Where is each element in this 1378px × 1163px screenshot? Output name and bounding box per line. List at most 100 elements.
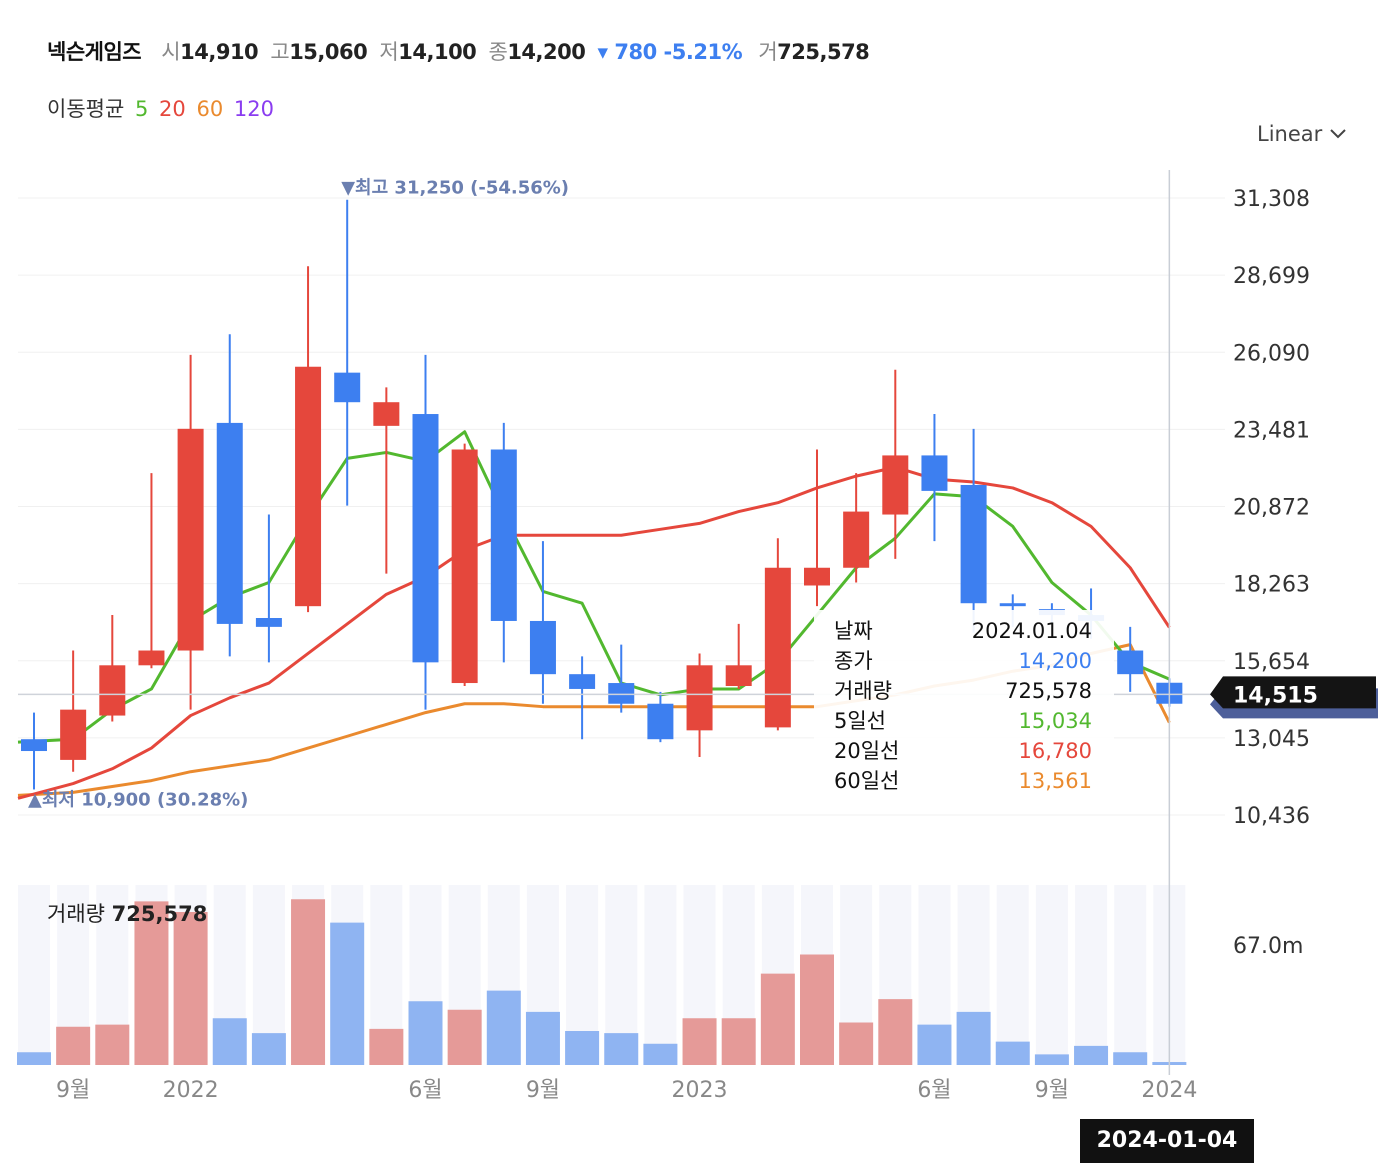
high-value: 15,060 (289, 40, 368, 64)
volume-bar (565, 1031, 600, 1065)
volume-bar (17, 1052, 51, 1065)
candle (21, 712, 47, 790)
volume-bar (995, 1041, 1030, 1065)
stock-name: 넥슨게임즈 (47, 40, 142, 64)
candle (1117, 626, 1144, 692)
volume-bar (251, 1033, 286, 1065)
volume-bar (408, 1001, 443, 1065)
scale-selector[interactable]: Linear (1257, 122, 1347, 146)
volume-bar (95, 1024, 130, 1065)
candle (412, 354, 439, 710)
time-tick-label: 9월 (526, 1078, 560, 1103)
candle-body (843, 511, 870, 568)
time-tick-label: 6월 (408, 1078, 442, 1103)
ma20-legend[interactable]: 20 (159, 97, 186, 121)
ma120-legend[interactable]: 120 (233, 97, 274, 121)
candle-body (21, 739, 47, 752)
price-tick-label: 15,654 (1233, 650, 1310, 675)
tooltip-key: 날짜 (834, 619, 873, 643)
candle-body (99, 665, 126, 716)
volume-bar (525, 1011, 560, 1065)
volume-bar (1113, 1052, 1148, 1065)
candle-body (960, 484, 987, 604)
volume-bar (486, 990, 521, 1065)
volume-column-bg (1114, 885, 1147, 1065)
tooltip-key: 20일선 (834, 739, 900, 763)
tooltip-row: 5일선 15,034 (834, 706, 1092, 736)
volume-tick-label: 67.0m (1233, 934, 1303, 959)
tooltip-value: 14,200 (1018, 649, 1092, 673)
current-price-tag (1210, 676, 1376, 709)
volume-bar (1074, 1045, 1109, 1065)
crosshair-date-badge: 2024-01-04 (1080, 1119, 1254, 1163)
candle (569, 656, 596, 740)
candle-body (412, 414, 439, 663)
volume-column-bg (1035, 885, 1068, 1065)
price-tick-label: 13,045 (1233, 727, 1310, 752)
moving-average-legend: 이동평균 5 20 60 120 (47, 93, 278, 123)
candle-body (334, 372, 361, 403)
low-annotation: ▲최저 10,900 (30.28%) (28, 789, 248, 810)
candle (138, 473, 165, 669)
candle-body (216, 422, 243, 624)
volume-bar (956, 1011, 991, 1065)
ma20-line (17, 465, 1171, 800)
candle (960, 428, 987, 633)
volume-bar (1034, 1054, 1069, 1065)
volume-legend-label: 거래량 (47, 902, 105, 926)
price-tick-label: 31,308 (1233, 187, 1310, 212)
candle-body (138, 650, 165, 666)
candle-body (764, 567, 791, 728)
time-tick-label: 9월 (56, 1078, 90, 1103)
time-tick-label: 2024 (1141, 1078, 1197, 1103)
current-price-label: 14,515 (1233, 683, 1318, 708)
axes: 31,308 28,699 26,090 23,481 20,872 18,263 15,6… (28, 178, 1310, 1103)
time-tick-label: 2022 (163, 1078, 219, 1103)
candle (647, 691, 674, 743)
candle-body (804, 567, 830, 586)
volume-bar (878, 999, 913, 1065)
candle (804, 449, 830, 607)
tooltip-key: 60일선 (834, 769, 900, 793)
candle-body (647, 703, 674, 740)
candle-body (725, 665, 752, 686)
ma60-legend[interactable]: 60 (196, 97, 224, 121)
price-tick-label: 18,263 (1233, 573, 1310, 598)
volume-column-bg (1075, 885, 1108, 1065)
candle-body (882, 455, 909, 515)
volume-bar (917, 1024, 952, 1065)
time-tick-label: 2023 (672, 1078, 728, 1103)
volume-bar (369, 1028, 404, 1065)
candle-body (451, 449, 478, 684)
volume-bar (56, 1026, 91, 1065)
candles (21, 199, 1183, 790)
price-tick-label: 28,699 (1233, 264, 1310, 289)
volume-bar (643, 1043, 678, 1065)
candle (882, 369, 909, 559)
tooltip-row: 날짜 2024.01.04 (834, 616, 1092, 646)
candle (608, 644, 635, 713)
candle-body (295, 366, 322, 607)
volume-legend: 거래량 725,578 (47, 898, 207, 928)
ma5-legend[interactable]: 5 (134, 97, 149, 121)
tooltip-value: 13,561 (1018, 769, 1092, 793)
volume-bar (760, 973, 795, 1065)
ma-legend-title: 이동평균 (47, 97, 125, 121)
volume-bar (212, 1018, 247, 1065)
candle (295, 266, 322, 613)
candle-body (60, 709, 87, 760)
low-label: 저 (379, 40, 399, 64)
volume-background (18, 885, 1186, 1065)
candle (725, 623, 752, 689)
candle (843, 473, 870, 583)
candle-body (921, 455, 948, 491)
volume-bar (604, 1033, 639, 1065)
volume-bar (447, 1009, 482, 1065)
volume-bar (134, 901, 169, 1065)
time-tick-label: 9월 (1035, 1078, 1069, 1103)
volume-value: 725,578 (777, 40, 870, 64)
candle (60, 650, 87, 772)
candle-body (608, 683, 635, 704)
time-tick-label: 6월 (917, 1078, 951, 1103)
